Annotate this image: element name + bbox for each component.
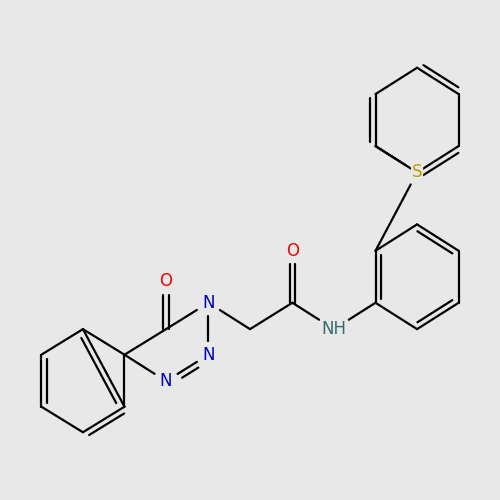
- Text: N: N: [160, 372, 172, 390]
- Text: O: O: [286, 242, 299, 260]
- Text: N: N: [202, 346, 214, 364]
- Text: N: N: [202, 294, 214, 312]
- Text: S: S: [412, 164, 422, 182]
- Text: O: O: [160, 272, 172, 290]
- Text: NH: NH: [322, 320, 346, 338]
